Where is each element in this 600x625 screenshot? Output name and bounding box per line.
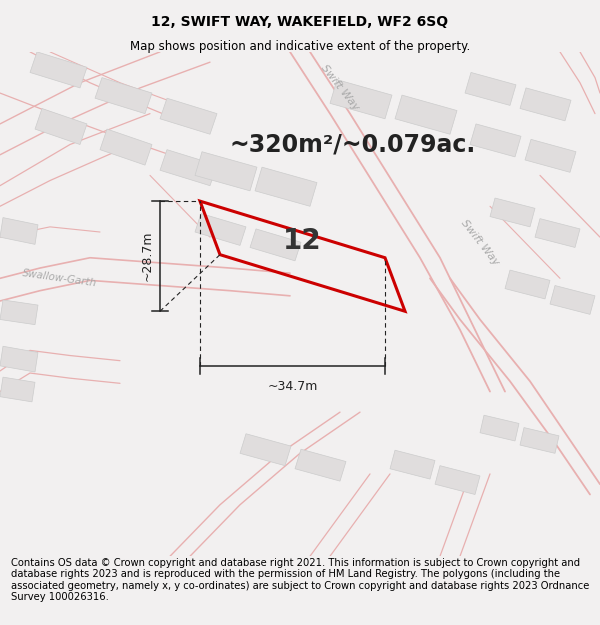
Text: ~320m²/~0.079ac.: ~320m²/~0.079ac. xyxy=(230,132,476,156)
Polygon shape xyxy=(100,129,152,165)
Polygon shape xyxy=(470,124,521,157)
Polygon shape xyxy=(295,449,346,481)
Polygon shape xyxy=(250,229,301,261)
Polygon shape xyxy=(160,149,217,186)
Polygon shape xyxy=(435,466,480,494)
Text: ~28.7m: ~28.7m xyxy=(140,231,154,281)
Text: Contains OS data © Crown copyright and database right 2021. This information is : Contains OS data © Crown copyright and d… xyxy=(11,558,589,602)
Polygon shape xyxy=(330,79,392,119)
Polygon shape xyxy=(255,167,317,206)
Polygon shape xyxy=(0,217,38,244)
Polygon shape xyxy=(30,52,87,88)
Polygon shape xyxy=(95,78,152,114)
Text: Swift Way: Swift Way xyxy=(459,217,501,267)
Polygon shape xyxy=(490,198,535,227)
Polygon shape xyxy=(520,88,571,121)
Polygon shape xyxy=(535,219,580,248)
Polygon shape xyxy=(505,270,550,299)
Polygon shape xyxy=(520,428,559,453)
Polygon shape xyxy=(465,72,516,106)
Polygon shape xyxy=(550,286,595,314)
Polygon shape xyxy=(35,109,87,144)
Polygon shape xyxy=(395,95,457,134)
Polygon shape xyxy=(195,214,246,246)
Text: 12, SWIFT WAY, WAKEFIELD, WF2 6SQ: 12, SWIFT WAY, WAKEFIELD, WF2 6SQ xyxy=(151,14,449,29)
Polygon shape xyxy=(0,300,38,324)
Polygon shape xyxy=(0,346,38,372)
Polygon shape xyxy=(390,450,435,479)
Text: Swift Way: Swift Way xyxy=(319,63,361,112)
Polygon shape xyxy=(525,139,576,172)
Text: Map shows position and indicative extent of the property.: Map shows position and indicative extent… xyxy=(130,41,470,54)
Polygon shape xyxy=(480,415,519,441)
Text: 12: 12 xyxy=(283,227,322,255)
Polygon shape xyxy=(240,434,291,466)
Text: ~34.7m: ~34.7m xyxy=(268,380,317,393)
Polygon shape xyxy=(0,377,35,402)
Polygon shape xyxy=(195,152,257,191)
Polygon shape xyxy=(160,98,217,134)
Text: Swallow-Garth: Swallow-Garth xyxy=(22,268,98,289)
